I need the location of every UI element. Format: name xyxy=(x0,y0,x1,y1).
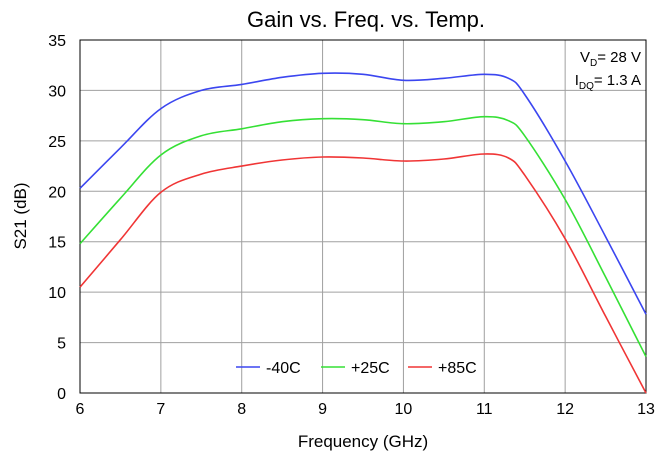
y-tick-label: 20 xyxy=(48,184,66,201)
x-tick-label: 8 xyxy=(237,401,246,418)
y-tick-label: 35 xyxy=(48,33,66,50)
plot-area xyxy=(79,39,647,394)
legend-label: +85C xyxy=(438,360,477,377)
bias-annotation: VD= 28 V IDQ= 1.3 A xyxy=(575,49,641,92)
grid-lines xyxy=(80,40,646,393)
x-tick-label: 11 xyxy=(476,401,493,418)
y-tick-label: 0 xyxy=(57,386,66,403)
y-tick-label: 30 xyxy=(48,83,66,100)
series-line-25c xyxy=(79,115,647,358)
series-layer xyxy=(79,72,647,394)
x-tick-label: 7 xyxy=(156,401,165,418)
y-tick-label: 10 xyxy=(48,285,66,302)
x-tick-label: 12 xyxy=(556,401,574,418)
vd-annotation: VD= 28 V xyxy=(580,49,641,69)
legend: -40C +25C +85C xyxy=(236,360,477,377)
x-tick-label: 10 xyxy=(395,401,413,418)
series-line-85c xyxy=(79,153,647,394)
y-tick-label: 25 xyxy=(48,134,66,151)
tick-labels: 6 7 8 9 10 11 12 13 0 5 10 15 20 25 30 35 xyxy=(48,33,655,418)
idq-annotation: IDQ= 1.3 A xyxy=(575,72,641,92)
y-tick-label: 15 xyxy=(48,235,66,252)
x-tick-label: 13 xyxy=(637,401,655,418)
x-tick-label: 9 xyxy=(318,401,327,418)
x-tick-label: 6 xyxy=(76,401,85,418)
x-axis-label: Frequency (GHz) xyxy=(298,432,428,451)
legend-item: +25C xyxy=(321,360,390,377)
legend-item: -40C xyxy=(236,360,301,377)
y-axis-label: S21 (dB) xyxy=(11,182,30,249)
legend-label: -40C xyxy=(266,360,301,377)
y-tick-label: 5 xyxy=(57,336,66,353)
chart-title: Gain vs. Freq. vs. Temp. xyxy=(247,7,485,32)
legend-item: +85C xyxy=(408,360,477,377)
legend-label: +25C xyxy=(351,360,390,377)
series-line-40c xyxy=(79,72,647,315)
